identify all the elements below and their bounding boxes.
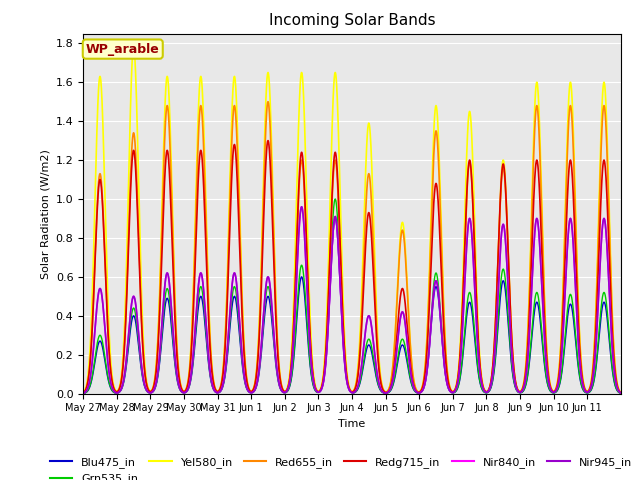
Redg715_in (502, 206, 510, 212)
Nir945_in (611, 374, 619, 380)
Grn535_in (617, 390, 625, 396)
Nir840_in (298, 204, 305, 210)
Redg715_in (189, 311, 197, 317)
Yel580_in (502, 203, 510, 209)
Nir945_in (468, 238, 476, 244)
Yel580_in (189, 281, 197, 287)
Grn535_in (332, 196, 339, 202)
Yel580_in (79, 389, 87, 395)
Yel580_in (130, 44, 138, 50)
Nir840_in (617, 390, 625, 396)
Blu475_in (535, 306, 543, 312)
Line: Red655_in: Red655_in (83, 102, 621, 393)
Blu475_in (502, 300, 510, 306)
Red655_in (468, 189, 476, 194)
Y-axis label: Solar Radiation (W/m2): Solar Radiation (W/m2) (40, 149, 50, 278)
Red655_in (502, 209, 510, 215)
Line: Blu475_in: Blu475_in (83, 218, 621, 394)
Red655_in (79, 390, 87, 396)
Blu475_in (332, 216, 339, 221)
Red655_in (421, 368, 429, 374)
Nir945_in (298, 204, 305, 210)
Nir840_in (79, 390, 87, 396)
Yel580_in (421, 366, 429, 372)
Red655_in (535, 124, 543, 130)
Nir840_in (468, 238, 476, 244)
Grn535_in (502, 290, 510, 296)
Blu475_in (189, 359, 197, 365)
Red655_in (611, 363, 619, 369)
Blu475_in (421, 382, 429, 387)
Nir840_in (502, 254, 510, 260)
Yel580_in (617, 389, 625, 395)
Grn535_in (468, 302, 476, 308)
Nir840_in (611, 374, 619, 380)
Legend: Blu475_in, Grn535_in, Yel580_in, Red655_in, Redg715_in, Nir840_in, Nir945_in: Blu475_in, Grn535_in, Yel580_in, Red655_… (45, 453, 636, 480)
Blu475_in (617, 390, 625, 396)
Yel580_in (535, 103, 543, 108)
Grn535_in (535, 297, 543, 303)
Red655_in (617, 390, 625, 396)
Yel580_in (611, 361, 619, 367)
Title: Incoming Solar Bands: Incoming Solar Bands (269, 13, 435, 28)
Line: Nir840_in: Nir840_in (83, 207, 621, 393)
Redg715_in (264, 138, 272, 144)
Nir945_in (421, 381, 429, 387)
Line: Yel580_in: Yel580_in (83, 47, 621, 392)
Nir945_in (502, 254, 510, 260)
Redg715_in (79, 390, 87, 396)
Redg715_in (611, 368, 619, 374)
Grn535_in (79, 391, 87, 396)
Nir840_in (421, 381, 429, 387)
Nir945_in (535, 229, 543, 235)
Nir840_in (535, 229, 543, 235)
Line: Grn535_in: Grn535_in (83, 199, 621, 394)
Red655_in (189, 296, 197, 302)
Redg715_in (617, 390, 625, 396)
Nir945_in (189, 351, 197, 357)
Grn535_in (189, 356, 197, 361)
Nir945_in (617, 390, 625, 396)
Blu475_in (468, 311, 476, 317)
Grn535_in (611, 381, 619, 387)
Grn535_in (421, 380, 429, 386)
Nir840_in (189, 351, 197, 357)
Blu475_in (611, 382, 619, 388)
Yel580_in (468, 145, 476, 151)
Red655_in (264, 99, 272, 105)
Blu475_in (79, 391, 87, 396)
Redg715_in (421, 372, 429, 378)
Redg715_in (468, 187, 476, 193)
Redg715_in (535, 175, 543, 180)
X-axis label: Time: Time (339, 419, 365, 429)
Nir945_in (79, 390, 87, 396)
Line: Nir945_in: Nir945_in (83, 207, 621, 393)
Line: Redg715_in: Redg715_in (83, 141, 621, 393)
Text: WP_arable: WP_arable (86, 43, 159, 56)
